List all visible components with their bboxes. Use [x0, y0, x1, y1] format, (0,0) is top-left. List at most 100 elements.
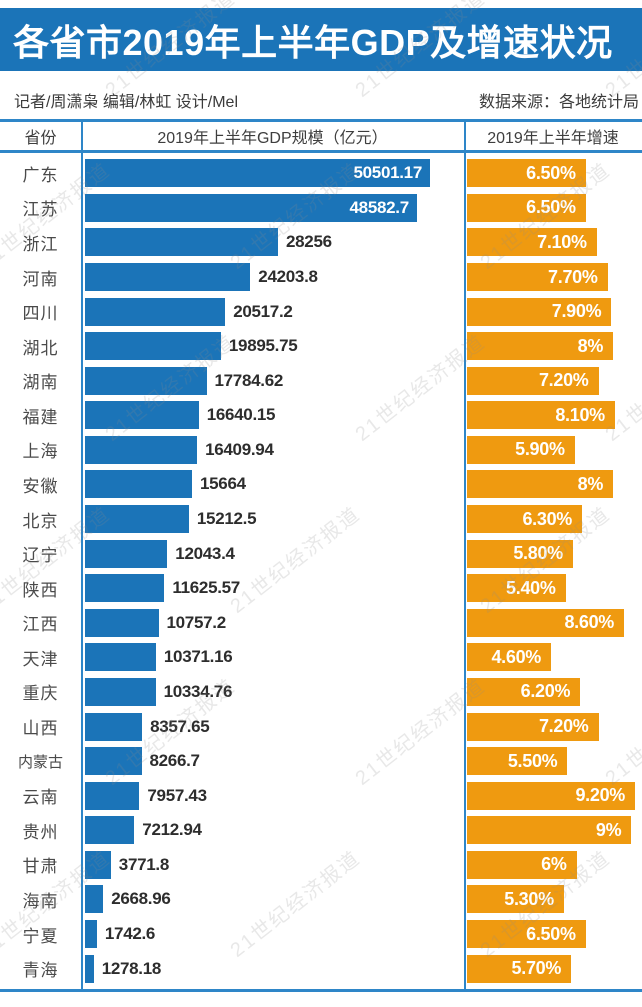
province-label: 上海	[22, 442, 59, 462]
gdp-bar-cell: 16640.15	[81, 401, 464, 430]
growth-value: 5.40%	[506, 577, 556, 598]
gdp-value: 7957.43	[147, 785, 207, 805]
growth-bar-cell: 4.60%	[464, 643, 642, 672]
growth-bar: 9%	[467, 816, 632, 845]
growth-value: 6.50%	[526, 923, 576, 944]
gdp-bar	[85, 677, 156, 706]
province-label: 青海	[22, 961, 59, 981]
table-row: 广东 50501.17 6.50%	[0, 156, 642, 191]
table-row: 贵州 7212.94 9%	[0, 813, 642, 848]
gdp-bar-cell: 12043.4	[81, 539, 464, 568]
gdp-value: 8357.65	[150, 716, 210, 736]
rule-top	[0, 119, 642, 122]
growth-value: 8.60%	[564, 612, 614, 633]
growth-value: 7.90%	[551, 301, 602, 322]
growth-bar-cell: 9.20%	[464, 781, 642, 810]
gdp-value: 15664	[200, 474, 246, 494]
gdp-bar	[85, 263, 251, 292]
gdp-bar-cell: 10757.2	[81, 608, 464, 637]
byline-credits: 记者/周潇枭 编辑/林虹 设计/Mel	[14, 94, 239, 111]
growth-value: 5.70%	[511, 958, 562, 979]
table-row: 甘肃 3771.8 6%	[0, 848, 642, 883]
province-label: 重庆	[22, 684, 59, 704]
growth-bar-cell: 6.50%	[464, 920, 642, 948]
table-row: 上海 16409.94 5.90%	[0, 433, 642, 468]
growth-value: 7.20%	[538, 716, 589, 737]
gdp-value: 10371.16	[163, 647, 233, 667]
divider-gdp-growth	[464, 119, 466, 992]
gdp-bar	[85, 401, 199, 430]
table-row: 湖北 19895.75 8%	[0, 329, 642, 364]
gdp-value: 17784.62	[214, 370, 284, 390]
gdp-bar	[85, 781, 140, 810]
growth-value: 7.70%	[548, 266, 598, 287]
growth-value: 6.50%	[526, 197, 576, 218]
gdp-bar	[85, 643, 156, 672]
column-header-row: 省份 2019年上半年GDP规模（亿元） 2019年上半年增速	[0, 122, 642, 150]
growth-bar-cell: 6%	[464, 850, 642, 879]
growth-bar: 8.10%	[467, 401, 615, 430]
gdp-bar-cell: 11625.57	[81, 574, 464, 603]
growth-value: 7.20%	[538, 370, 589, 391]
growth-bar-cell: 6.50%	[464, 193, 642, 222]
growth-bar-cell: 6.30%	[464, 505, 642, 534]
column-header-province: 省份	[24, 130, 57, 147]
gdp-bar-cell: 17784.62	[81, 366, 464, 395]
gdp-bar-cell: 15212.5	[81, 505, 464, 534]
gdp-bar	[85, 505, 189, 534]
gdp-value: 19895.75	[228, 336, 298, 356]
growth-value: 8%	[577, 335, 604, 356]
gdp-bar-cell: 7957.43	[81, 781, 464, 810]
gdp-bar	[85, 608, 159, 637]
gdp-bar	[85, 850, 111, 879]
gdp-value: 1278.18	[101, 958, 162, 978]
gdp-bar: 50501.17	[85, 159, 430, 188]
table-row: 天津 10371.16 4.60%	[0, 640, 642, 675]
province-label: 辽宁	[22, 546, 59, 566]
gdp-value: 11625.57	[172, 578, 240, 598]
growth-bar: 7.20%	[467, 366, 599, 395]
gdp-bar-cell: 50501.17	[81, 159, 464, 188]
province-label: 福建	[22, 407, 59, 427]
gdp-bar-cell: 8266.7	[81, 747, 464, 776]
growth-value: 5.50%	[507, 750, 558, 771]
growth-value: 6%	[541, 854, 567, 875]
table-row: 福建 16640.15 8.10%	[0, 398, 642, 433]
province-label: 河南	[22, 269, 59, 289]
chart-rows: 广东 50501.17 6.50% 江苏 48582.7 6.50% 浙江 28256 7.10…	[0, 156, 642, 986]
gdp-bar	[85, 470, 192, 499]
growth-bar-cell: 9%	[464, 816, 642, 845]
growth-bar-cell: 5.70%	[464, 954, 642, 983]
gdp-value: 7212.94	[142, 820, 202, 840]
gdp-bar-cell: 1278.18	[81, 954, 464, 983]
province-label: 甘肃	[22, 857, 59, 877]
growth-bar: 5.50%	[467, 747, 568, 776]
growth-bar: 6%	[467, 850, 577, 879]
growth-bar-cell: 5.90%	[464, 435, 642, 464]
rule-bottom	[0, 989, 642, 992]
data-source: 数据来源：各地统计局	[478, 94, 639, 111]
growth-value: 8%	[577, 473, 604, 494]
growth-bar-cell: 7.70%	[464, 263, 642, 292]
gdp-value: 15212.5	[196, 509, 257, 529]
province-label: 四川	[22, 304, 59, 324]
table-row: 内蒙古 8266.7 5.50%	[0, 744, 642, 779]
province-label: 宁夏	[22, 926, 59, 946]
province-label: 江苏	[22, 200, 59, 220]
growth-bar: 6.50%	[467, 193, 586, 222]
growth-value: 8.10%	[555, 404, 605, 425]
province-label: 陕西	[22, 580, 59, 600]
gdp-bar-cell: 24203.8	[81, 263, 464, 292]
gdp-bar	[85, 885, 104, 914]
province-label: 天津	[22, 649, 59, 669]
table-row: 安徽 15664 8%	[0, 467, 642, 502]
table-row: 辽宁 12043.4 5.80%	[0, 536, 642, 571]
province-label: 江西	[22, 615, 59, 635]
growth-value: 9%	[595, 819, 622, 840]
growth-bar: 7.90%	[467, 297, 612, 326]
title-band: 各省市2019年上半年GDP及增速状况	[0, 8, 642, 71]
table-row: 山西 8357.65 7.20%	[0, 709, 642, 744]
gdp-bar	[85, 816, 135, 845]
table-row: 海南 2668.96 5.30%	[0, 882, 642, 917]
growth-bar-cell: 7.10%	[464, 228, 642, 257]
